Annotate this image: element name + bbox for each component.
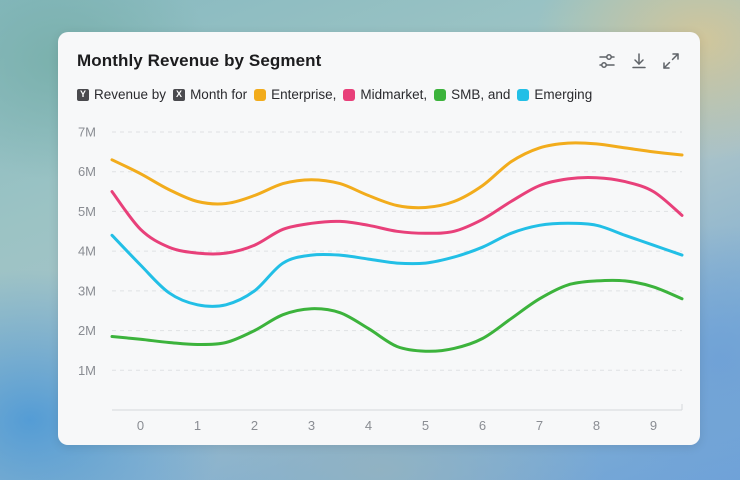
legend-label-smb[interactable]: SMB, and	[451, 87, 511, 102]
chart-card: Monthly Revenue by Segment Y Revenue by …	[58, 32, 700, 445]
series-line-smb	[110, 278, 684, 353]
legend-swatch-midmarket	[343, 88, 356, 101]
y-tick-label: 6M	[78, 164, 96, 179]
chart-title: Monthly Revenue by Segment	[77, 51, 322, 70]
y-tick-label: 3M	[78, 283, 96, 298]
x-tick-label: 3	[308, 418, 315, 433]
expand-icon[interactable]	[662, 52, 680, 70]
series-line-emerging	[110, 221, 684, 308]
legend-swatch-emerging	[517, 88, 530, 101]
series-line-midmarket	[110, 175, 684, 256]
y-tick-label: 5M	[78, 204, 96, 219]
x-tick-label: 9	[650, 418, 657, 433]
x-key-badge: X	[173, 88, 186, 101]
y-key-badge: Y	[77, 88, 89, 101]
line-chart: 1M 2M 3M 4M 5M 6M 7M 0 1 2 3 4 5 6 7 8 9	[78, 125, 684, 433]
legend-swatch-enterprise	[254, 88, 267, 101]
legend-label-midmarket[interactable]: Midmarket,	[360, 87, 428, 102]
legend-label-emerging[interactable]: Emerging	[534, 87, 593, 102]
x-tick-label: 5	[422, 418, 429, 433]
x-tick-label: 2	[251, 418, 258, 433]
x-tick-label: 4	[365, 418, 372, 433]
chart-legend: Y Revenue by X Month for Enterprise, Mid…	[77, 87, 599, 102]
x-tick-label: 7	[536, 418, 543, 433]
y-tick-label: 7M	[78, 125, 96, 140]
sliders-icon[interactable]	[598, 52, 616, 70]
y-tick-label: 1M	[78, 363, 96, 378]
legend-x-text: Month for	[190, 87, 248, 102]
x-tick-label: 1	[194, 418, 201, 433]
x-tick-label: 0	[137, 418, 144, 433]
y-tick-label: 4M	[78, 244, 96, 259]
download-icon[interactable]	[630, 52, 648, 70]
x-tick-label: 8	[593, 418, 600, 433]
legend-swatch-smb	[434, 88, 447, 101]
chart-toolbar	[598, 52, 680, 70]
legend-y-text: Revenue by	[94, 87, 167, 102]
series-line-enterprise	[110, 141, 684, 210]
y-tick-label: 2M	[78, 323, 96, 338]
legend-label-enterprise[interactable]: Enterprise,	[271, 87, 337, 102]
x-tick-label: 6	[479, 418, 486, 433]
